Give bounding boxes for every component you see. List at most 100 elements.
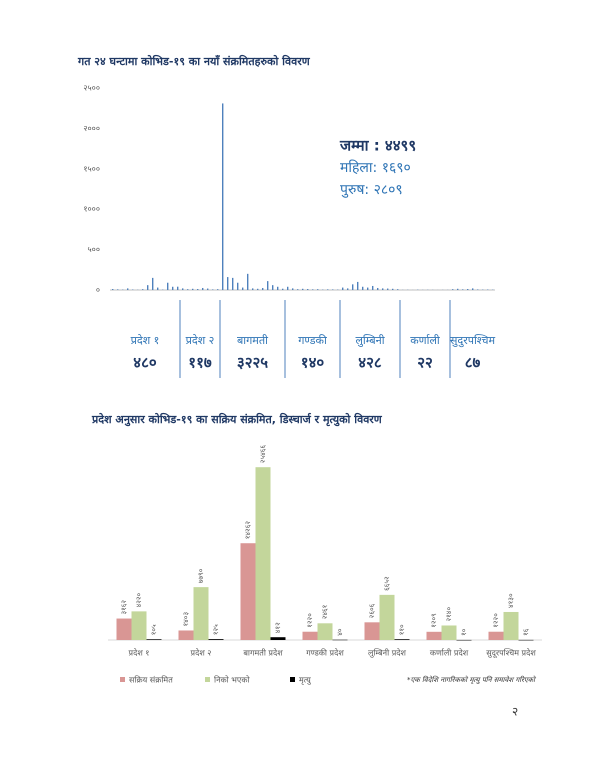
annotation: महिला: १६९० (340, 159, 411, 176)
bar (377, 287, 379, 290)
bar (152, 277, 154, 290)
province-total: २२ (417, 354, 433, 372)
bar (352, 284, 354, 290)
x-tick-label: सुदूरपश्चिम प्रदेश (486, 648, 536, 659)
bar (357, 281, 359, 290)
bar (167, 282, 169, 290)
province-total: ४२८ (358, 354, 382, 372)
bar (117, 289, 119, 290)
value-label: २५४६६ (259, 445, 267, 464)
bar (327, 289, 329, 290)
province-name: गण्डकी (298, 334, 327, 347)
bar (456, 639, 472, 641)
bar (457, 288, 459, 290)
bar (488, 631, 504, 640)
bar (342, 287, 344, 290)
y-tick-label: ० (96, 286, 100, 295)
bar (441, 625, 457, 640)
bar (262, 287, 264, 290)
x-tick-label: गण्डकी प्रदेश (306, 648, 344, 658)
province-total: ११७ (188, 354, 212, 372)
bar (287, 286, 289, 290)
bar (379, 594, 395, 640)
province-total: ३२२५ (237, 354, 268, 372)
value-label: १२२० (492, 613, 500, 628)
y-tick-label: १५०० (83, 164, 100, 173)
bar (312, 289, 314, 290)
note: *एक विदेशि नागरिकको मृत्यु पनि समावेश गर… (407, 675, 536, 684)
bar (112, 289, 114, 290)
bar (292, 288, 294, 290)
value-label: १० (460, 628, 468, 636)
legend-swatch (290, 677, 295, 682)
bar (157, 287, 159, 290)
bar (307, 289, 309, 290)
bar (472, 288, 474, 290)
bar (372, 285, 374, 290)
value-label: २६०६ (368, 603, 376, 618)
province-name: लुम्बिनी (355, 334, 384, 347)
bar (207, 288, 209, 290)
bar (131, 611, 147, 640)
value-label: २१४० (445, 607, 453, 622)
bar (187, 289, 189, 290)
bar (332, 289, 334, 290)
bar (317, 623, 333, 640)
bar (255, 467, 271, 640)
value-label: ११० (398, 624, 406, 635)
bar (367, 287, 369, 290)
value-label: ६६५२ (383, 576, 391, 591)
value-label: १०५ (150, 624, 158, 635)
bar (267, 281, 269, 290)
y-tick-label: १००० (83, 205, 100, 214)
bar (242, 287, 244, 290)
province-name: कर्णाली (410, 334, 440, 347)
bar (467, 289, 469, 290)
bar (146, 639, 162, 640)
value-label: १६ (522, 628, 530, 636)
bar (192, 288, 194, 290)
bar (503, 611, 519, 640)
bar (116, 618, 132, 640)
bar (240, 543, 256, 640)
bar (212, 289, 214, 290)
bar (302, 288, 304, 290)
chart-title: गत २४ घन्टामा कोभिड-१९ का नयाँ संक्रमितह… (77, 54, 311, 68)
x-tick-label: प्रदेश २ (191, 648, 212, 658)
bar (477, 289, 479, 290)
bar (232, 277, 234, 290)
legend-label: निको भएको (214, 675, 250, 685)
bar (332, 639, 348, 641)
bar (387, 288, 389, 290)
bar (227, 277, 229, 290)
bar (217, 289, 219, 290)
bar (178, 630, 194, 640)
annotation: जम्मा : ४४९९ (339, 137, 416, 155)
bar (302, 631, 318, 640)
bar (177, 286, 179, 290)
bar (397, 289, 399, 290)
x-tick-label: लुम्बिनी प्रदेश (368, 648, 407, 659)
legend-swatch (205, 677, 210, 682)
bar (247, 273, 249, 290)
bar (270, 637, 286, 640)
bar (277, 286, 279, 290)
y-tick-label: ५०० (88, 245, 100, 254)
bar (392, 288, 394, 290)
value-label: १२०९ (430, 613, 438, 628)
bar (382, 288, 384, 290)
bar (127, 288, 129, 290)
value-label: १४२६२ (244, 521, 252, 540)
x-tick-label: बागमती प्रदेश (243, 648, 283, 658)
province-name: बागमती (237, 334, 268, 347)
bar (142, 289, 144, 290)
bar (172, 286, 174, 290)
province-total: ८७ (465, 354, 481, 372)
bar (426, 631, 442, 640)
bar (394, 639, 410, 640)
bar (257, 288, 259, 290)
province-name: प्रदेश १ (131, 334, 160, 347)
value-label: ७७९० (197, 568, 205, 583)
value-label: ४० (336, 628, 344, 636)
